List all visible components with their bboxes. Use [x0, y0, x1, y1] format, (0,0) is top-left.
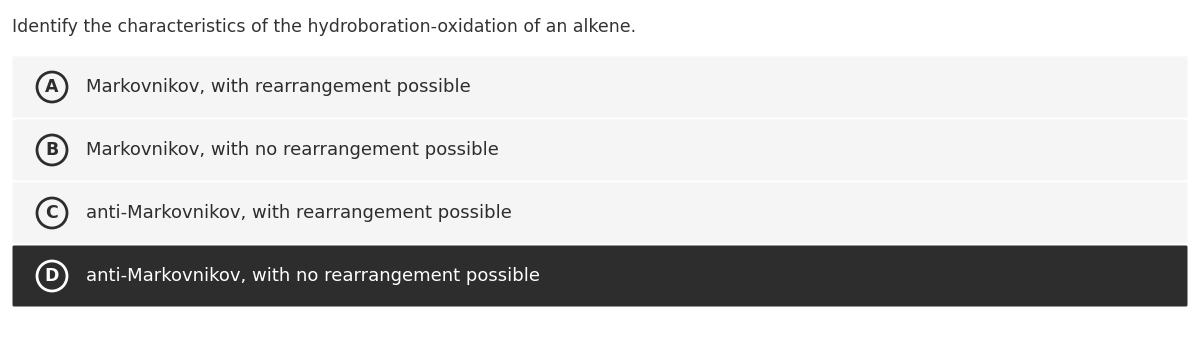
Text: Markovnikov, with no rearrangement possible: Markovnikov, with no rearrangement possi…	[86, 141, 499, 159]
Circle shape	[37, 135, 67, 165]
FancyBboxPatch shape	[12, 183, 1188, 244]
Circle shape	[37, 198, 67, 228]
Circle shape	[37, 261, 67, 291]
Text: Identify the characteristics of the hydroboration-oxidation of an alkene.: Identify the characteristics of the hydr…	[12, 18, 636, 36]
Text: C: C	[46, 204, 59, 222]
FancyBboxPatch shape	[12, 57, 1188, 118]
Circle shape	[37, 72, 67, 102]
FancyBboxPatch shape	[12, 119, 1188, 180]
Text: anti-Markovnikov, with no rearrangement possible: anti-Markovnikov, with no rearrangement …	[86, 267, 540, 285]
Text: Markovnikov, with rearrangement possible: Markovnikov, with rearrangement possible	[86, 78, 470, 96]
Text: A: A	[46, 78, 59, 96]
FancyBboxPatch shape	[12, 245, 1188, 306]
Text: D: D	[44, 267, 59, 285]
Text: anti-Markovnikov, with rearrangement possible: anti-Markovnikov, with rearrangement pos…	[86, 204, 512, 222]
Text: B: B	[46, 141, 59, 159]
